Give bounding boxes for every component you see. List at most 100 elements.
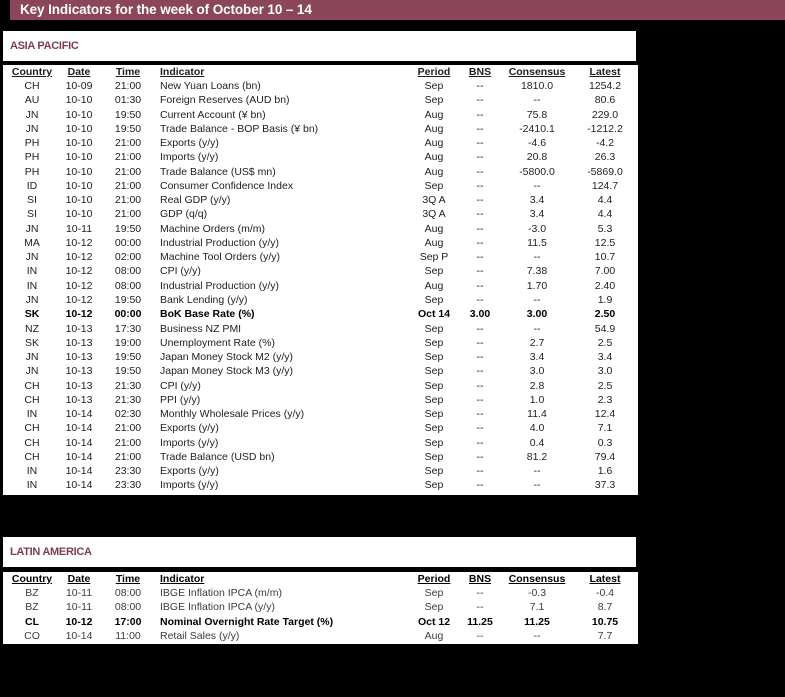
date: 10-14 xyxy=(65,436,93,449)
column-header-bns: BNS xyxy=(468,573,492,585)
indicator: Trade Balance - BOP Basis (¥ bn) xyxy=(160,122,319,135)
table-row: IN 10-14 23:30 Imports (y/y) Sep -- -- 37.3 xyxy=(3,478,638,492)
bns: -- xyxy=(476,365,484,378)
bns: -- xyxy=(476,94,484,107)
date: 10-10 xyxy=(65,108,93,121)
indicator: Unemployment Rate (%) xyxy=(160,336,275,349)
consensus: -- xyxy=(533,293,541,306)
period: Sep xyxy=(424,365,444,378)
table-row: PH 10-10 21:00 Exports (y/y) Aug -- -4.6 -4.2 xyxy=(3,136,638,150)
country: SK xyxy=(24,336,39,349)
time: 21:00 xyxy=(114,436,142,449)
latest: 10.75 xyxy=(591,615,619,628)
date: 10-14 xyxy=(65,629,93,642)
period: Sep xyxy=(424,351,444,364)
time: 17:30 xyxy=(114,322,142,335)
period: Sep xyxy=(424,322,444,335)
bns: -- xyxy=(476,137,484,150)
consensus: -4.6 xyxy=(527,137,547,150)
table-row: JN 10-13 19:50 Japan Money Stock M2 (y/y) Se… xyxy=(3,350,638,364)
bns: -- xyxy=(476,265,484,278)
table-row: BZ 10-11 08:00 IBGE Inflation IPCA (m/m) Sep… xyxy=(3,586,638,600)
indicator: Nominal Overnight Rate Target (%) xyxy=(160,615,334,628)
table-row: IN 10-12 08:00 Industrial Production (y/y) A… xyxy=(3,279,638,293)
section-title: ASIA PACIFIC xyxy=(10,40,79,52)
table-row: CH 10-13 21:30 PPI (y/y) Sep -- 1.0 2.3 xyxy=(3,393,638,407)
period: Sep xyxy=(424,408,444,421)
date: 10-14 xyxy=(65,422,93,435)
country: CH xyxy=(24,436,40,449)
indicator: Industrial Production (y/y) xyxy=(160,279,280,292)
bns: -- xyxy=(476,80,484,92)
time: 21:30 xyxy=(114,393,142,406)
period: Sep xyxy=(424,179,444,192)
country: IN xyxy=(26,479,38,492)
time: 19:50 xyxy=(114,122,142,135)
table-row: IN 10-14 23:30 Exports (y/y) Sep -- -- 1.6 xyxy=(3,464,638,478)
consensus: 11.5 xyxy=(527,236,547,249)
column-header-bns: BNS xyxy=(468,66,492,78)
period: Aug xyxy=(424,108,444,121)
page-banner: Key Indicators for the week of October 1… xyxy=(10,0,785,20)
date: 10-14 xyxy=(65,450,93,463)
time: 01:30 xyxy=(114,94,142,107)
table-row: IN 10-12 08:00 CPI (y/y) Sep -- 7.38 7.00 xyxy=(3,264,638,278)
latest: 1254.2 xyxy=(588,80,622,92)
indicator: BoK Base Rate (%) xyxy=(160,308,255,321)
time: 21:00 xyxy=(114,151,142,164)
latest: 26.3 xyxy=(594,151,616,164)
latest: 1.9 xyxy=(597,293,613,306)
date: 10-12 xyxy=(65,251,93,264)
consensus: 2.7 xyxy=(529,336,545,349)
indicator: Japan Money Stock M2 (y/y) xyxy=(160,351,294,364)
indicator: Exports (y/y) xyxy=(160,422,219,435)
country: MA xyxy=(24,236,40,249)
country: JN xyxy=(25,365,39,378)
bns: -- xyxy=(476,450,484,463)
consensus: -5800.0 xyxy=(519,165,555,178)
country: SK xyxy=(24,308,40,321)
bns: -- xyxy=(476,336,484,349)
consensus: -- xyxy=(533,629,541,642)
column-header-country: Country xyxy=(11,66,53,78)
indicator: Bank Lending (y/y) xyxy=(160,293,248,306)
column-header-time: Time xyxy=(115,66,141,78)
bns: -- xyxy=(476,251,484,264)
asia-pacific-section-header: ASIA PACIFIC xyxy=(3,31,636,61)
latest: 12.5 xyxy=(594,236,616,249)
bns: -- xyxy=(476,108,484,121)
bns: 3.00 xyxy=(469,308,491,321)
consensus: 1.0 xyxy=(529,393,545,406)
latest: 8.7 xyxy=(597,601,613,614)
consensus: 3.0 xyxy=(529,365,545,378)
latest: 7.7 xyxy=(597,629,613,642)
table-row: CH 10-13 21:30 CPI (y/y) Sep -- 2.8 2.5 xyxy=(3,379,638,393)
latest: 80.6 xyxy=(594,94,616,107)
time: 17:00 xyxy=(114,615,142,628)
column-header-date: Date xyxy=(67,573,91,585)
indicator: Foreign Reserves (AUD bn) xyxy=(160,94,290,107)
date: 10-13 xyxy=(65,393,93,406)
consensus: 3.4 xyxy=(529,208,545,221)
date: 10-10 xyxy=(65,94,93,107)
country: PH xyxy=(24,151,40,164)
time: 21:00 xyxy=(114,80,142,92)
indicator: Exports (y/y) xyxy=(160,465,219,478)
latin-america-table: Country Date Time Indicator Period BNS C… xyxy=(3,572,638,644)
latest: 4.4 xyxy=(597,194,613,207)
period: Sep xyxy=(424,393,444,406)
table-row: JN 10-12 19:50 Bank Lending (y/y) Sep -- -- 1.9 xyxy=(3,293,638,307)
date: 10-13 xyxy=(65,336,93,349)
time: 19:50 xyxy=(114,222,142,235)
latest: 4.4 xyxy=(597,208,613,221)
consensus: 4.0 xyxy=(529,422,545,435)
country: JN xyxy=(25,251,39,264)
column-header-country: Country xyxy=(11,573,53,585)
period: Sep xyxy=(424,587,444,599)
bns: -- xyxy=(476,322,484,335)
consensus: -0.3 xyxy=(527,587,547,599)
latest: 1.6 xyxy=(597,465,613,478)
period: Aug xyxy=(424,222,444,235)
indicator: Retail Sales (y/y) xyxy=(160,629,240,642)
table-row: PH 10-10 21:00 Trade Balance (US$ mn) Aug -- -… xyxy=(3,165,638,179)
